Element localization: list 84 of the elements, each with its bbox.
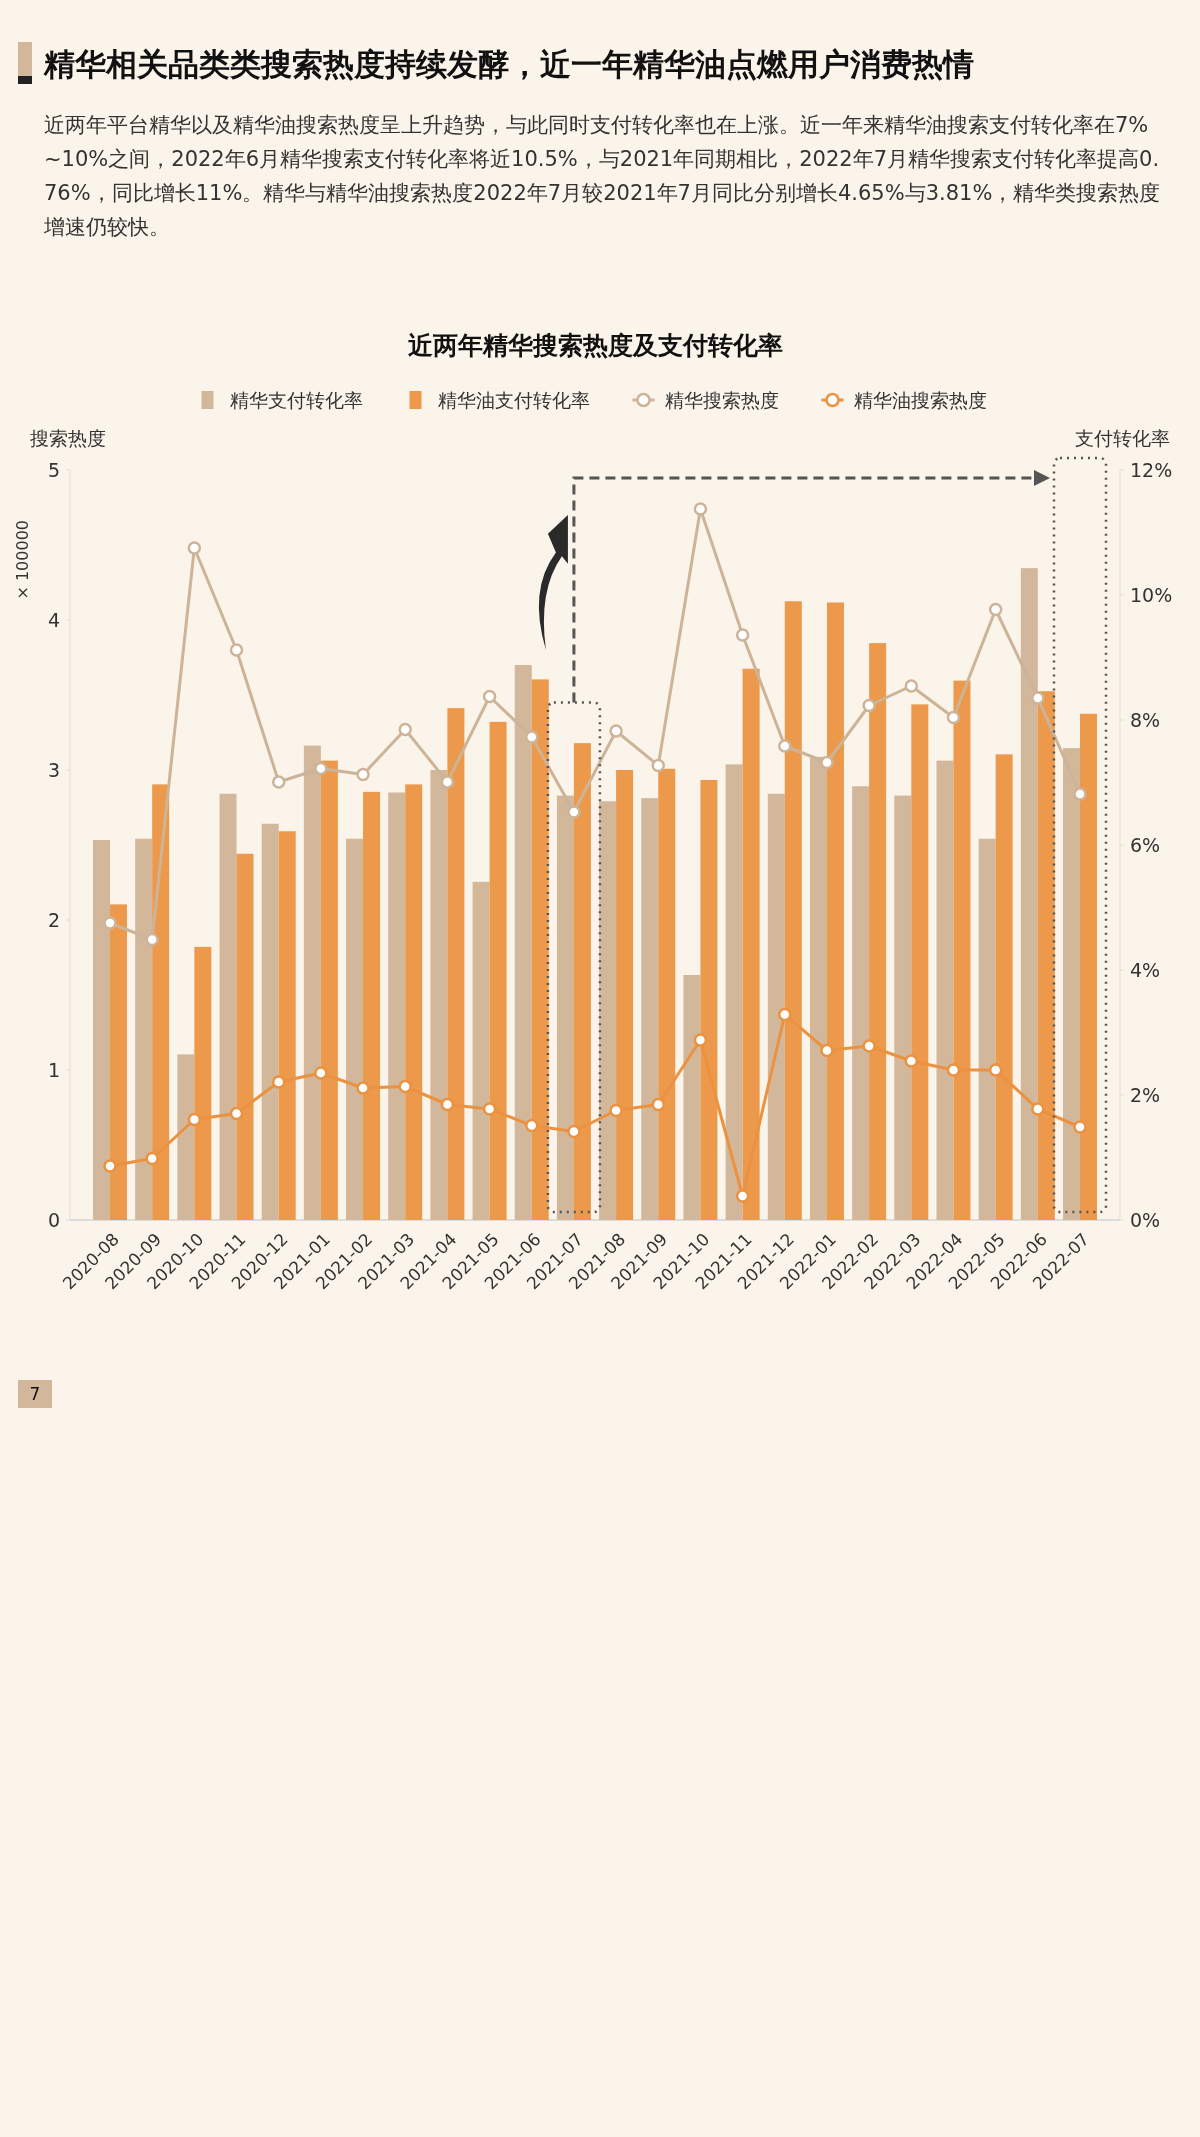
text: × 100000 xyxy=(12,520,32,600)
bar xyxy=(219,793,237,1220)
point xyxy=(735,628,750,642)
point xyxy=(229,1106,244,1121)
bar xyxy=(599,801,617,1220)
bar xyxy=(978,838,996,1220)
point xyxy=(356,1081,370,1095)
chart-title: 精华相关品类类搜索热度持续发酵，近一年精华油点燃用户消费热情 xyxy=(43,46,974,82)
point xyxy=(651,758,666,773)
bar xyxy=(936,760,954,1220)
bar xyxy=(388,792,406,1220)
legend-label: 精华搜索热度 xyxy=(664,389,779,411)
point xyxy=(567,1124,581,1139)
point xyxy=(693,1033,708,1047)
y2-tick-label: 8% xyxy=(1130,709,1161,731)
point xyxy=(693,502,708,516)
point xyxy=(1031,1102,1045,1116)
bar xyxy=(894,795,912,1220)
point xyxy=(862,1039,876,1053)
y2-tick-label: 4% xyxy=(1130,959,1161,981)
y-tick-label: 4 xyxy=(47,609,60,631)
bar xyxy=(346,838,364,1220)
legend-label: 精华油支付转化率 xyxy=(437,389,590,411)
point xyxy=(1031,691,1045,705)
y-axis-title: 搜索热度 xyxy=(30,427,106,449)
y-tick-label: 3 xyxy=(47,759,60,781)
point xyxy=(651,1097,666,1112)
y-tick-label: 5 xyxy=(47,459,60,481)
chart-subtitle: 近两年平台精华以及精华油搜索热度呈上升趋势，与此同时支付转化率也在上涨。近一年来精华油搜索支付转化率在7%~10%之间，2022年6月精华搜索支付转化率将近10.5%，与2021年同期相比，2022年7月精华搜索支付转化率提高0.76%，同比增长11%。精华与精华油搜索热度2022年7月较2021年7月同比分别增长4.65%与3.81%，精华类搜索热度增速仍较快。 xyxy=(43,113,1161,239)
point xyxy=(398,1079,412,1094)
point xyxy=(904,1054,919,1068)
x-axis-title: 近两年精华搜索热度及支付转化率 xyxy=(407,330,783,360)
point xyxy=(567,805,581,819)
y-tick-label: 1 xyxy=(47,1059,60,1081)
point xyxy=(609,1103,623,1118)
point xyxy=(482,689,497,704)
point xyxy=(862,698,876,713)
point xyxy=(356,767,370,782)
bar xyxy=(767,793,785,1220)
point xyxy=(609,724,623,738)
legend-label: 精华油搜索热度 xyxy=(853,389,987,411)
y-tick-label: 0 xyxy=(47,1209,60,1231)
y-tick-label: 2 xyxy=(47,909,60,931)
point xyxy=(229,643,244,657)
bar xyxy=(177,1054,195,1221)
point xyxy=(103,916,117,930)
point xyxy=(187,1112,202,1127)
point xyxy=(946,710,961,725)
point xyxy=(145,1151,159,1166)
point xyxy=(904,679,919,693)
point xyxy=(398,722,412,737)
point xyxy=(778,739,792,753)
point xyxy=(314,1066,328,1080)
point xyxy=(988,1063,1003,1077)
point xyxy=(1073,787,1087,801)
text: 7 xyxy=(29,1384,41,1404)
point xyxy=(1073,1120,1087,1134)
point xyxy=(778,1007,792,1022)
point xyxy=(103,1159,117,1173)
y2-tick-label: 2% xyxy=(1130,1084,1161,1106)
point xyxy=(820,755,834,770)
y2-tick-label: 10% xyxy=(1130,584,1173,606)
y2-tick-label: 12% xyxy=(1130,459,1173,481)
point xyxy=(314,761,328,776)
point xyxy=(988,602,1003,617)
bar xyxy=(725,764,743,1220)
point xyxy=(482,1102,497,1116)
bar xyxy=(852,786,870,1220)
point xyxy=(735,1189,750,1203)
point xyxy=(271,775,286,789)
y2-axis-title: 支付转化率 xyxy=(1075,427,1170,449)
bar xyxy=(261,823,279,1220)
point xyxy=(946,1063,961,1077)
bar xyxy=(683,975,701,1220)
point xyxy=(820,1043,834,1058)
point xyxy=(524,1118,539,1133)
point xyxy=(271,1075,286,1089)
y2-tick-label: 0% xyxy=(1130,1209,1161,1231)
bar xyxy=(472,881,490,1220)
bar xyxy=(641,798,659,1220)
y2-tick-label: 6% xyxy=(1130,834,1161,856)
legend-label: 精华支付转化率 xyxy=(229,389,363,411)
point xyxy=(187,541,202,555)
point xyxy=(440,1097,455,1112)
